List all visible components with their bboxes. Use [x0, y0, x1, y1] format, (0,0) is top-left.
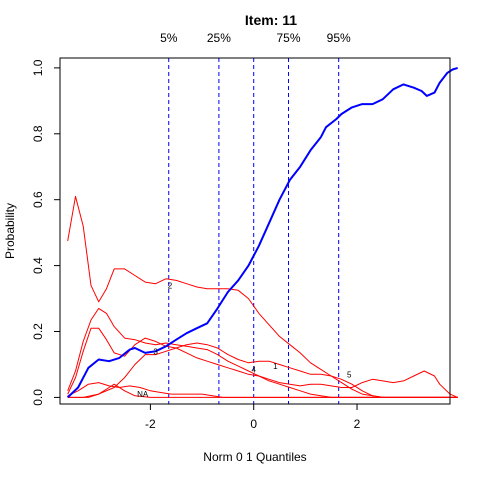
curve-label-2: 2: [168, 281, 173, 290]
plot-frame: [59, 57, 451, 405]
quantile-label-0: 5%: [160, 31, 178, 45]
y-tick-label-1: 0.2: [31, 323, 45, 340]
series-line-option-3: [67, 307, 458, 398]
chart-title: Item: 11: [245, 12, 297, 28]
x-axis: -2 0 2: [145, 403, 361, 431]
x-tick-label-1: 0: [250, 417, 257, 431]
quantile-label-1: 25%: [207, 31, 231, 45]
x-tick-label-2: 2: [354, 417, 361, 431]
y-tick-label-5: 1.0: [31, 59, 45, 76]
curve-label-4: 4: [251, 365, 256, 374]
curve-label-3: 3: [153, 347, 158, 356]
y-axis-label: Probability: [3, 203, 17, 259]
curve-label-5: 5: [347, 370, 352, 379]
y-tick-label-0: 0.0: [31, 389, 45, 406]
series-line-NA: [67, 383, 458, 398]
quantile-label-2: 75%: [277, 31, 301, 45]
quantile-label-3: 95%: [327, 31, 351, 45]
y-tick-label-4: 0.8: [31, 125, 45, 142]
quantile-labels: 5% 25% 75% 95%: [160, 31, 351, 45]
curve-label-1: 1: [273, 362, 278, 371]
series-line-option-2: [67, 195, 458, 398]
y-axis: 0.0 0.2 0.4 0.6 0.8 1.0: [31, 59, 60, 406]
series-line-correct: [67, 66, 458, 399]
x-axis-label: Norm 0 1 Quantiles: [203, 450, 306, 464]
x-tick-label-0: -2: [145, 417, 156, 431]
series-line-option-1: [67, 327, 458, 398]
curve-label-NA: NA: [137, 390, 149, 399]
series-line-option-5: [67, 347, 458, 398]
y-tick-label-2: 0.4: [31, 257, 45, 274]
y-tick-label-3: 0.6: [31, 191, 45, 208]
series-line-option-4: [67, 382, 458, 398]
plot-area: 2 3 4 1 5 NA: [67, 58, 458, 404]
